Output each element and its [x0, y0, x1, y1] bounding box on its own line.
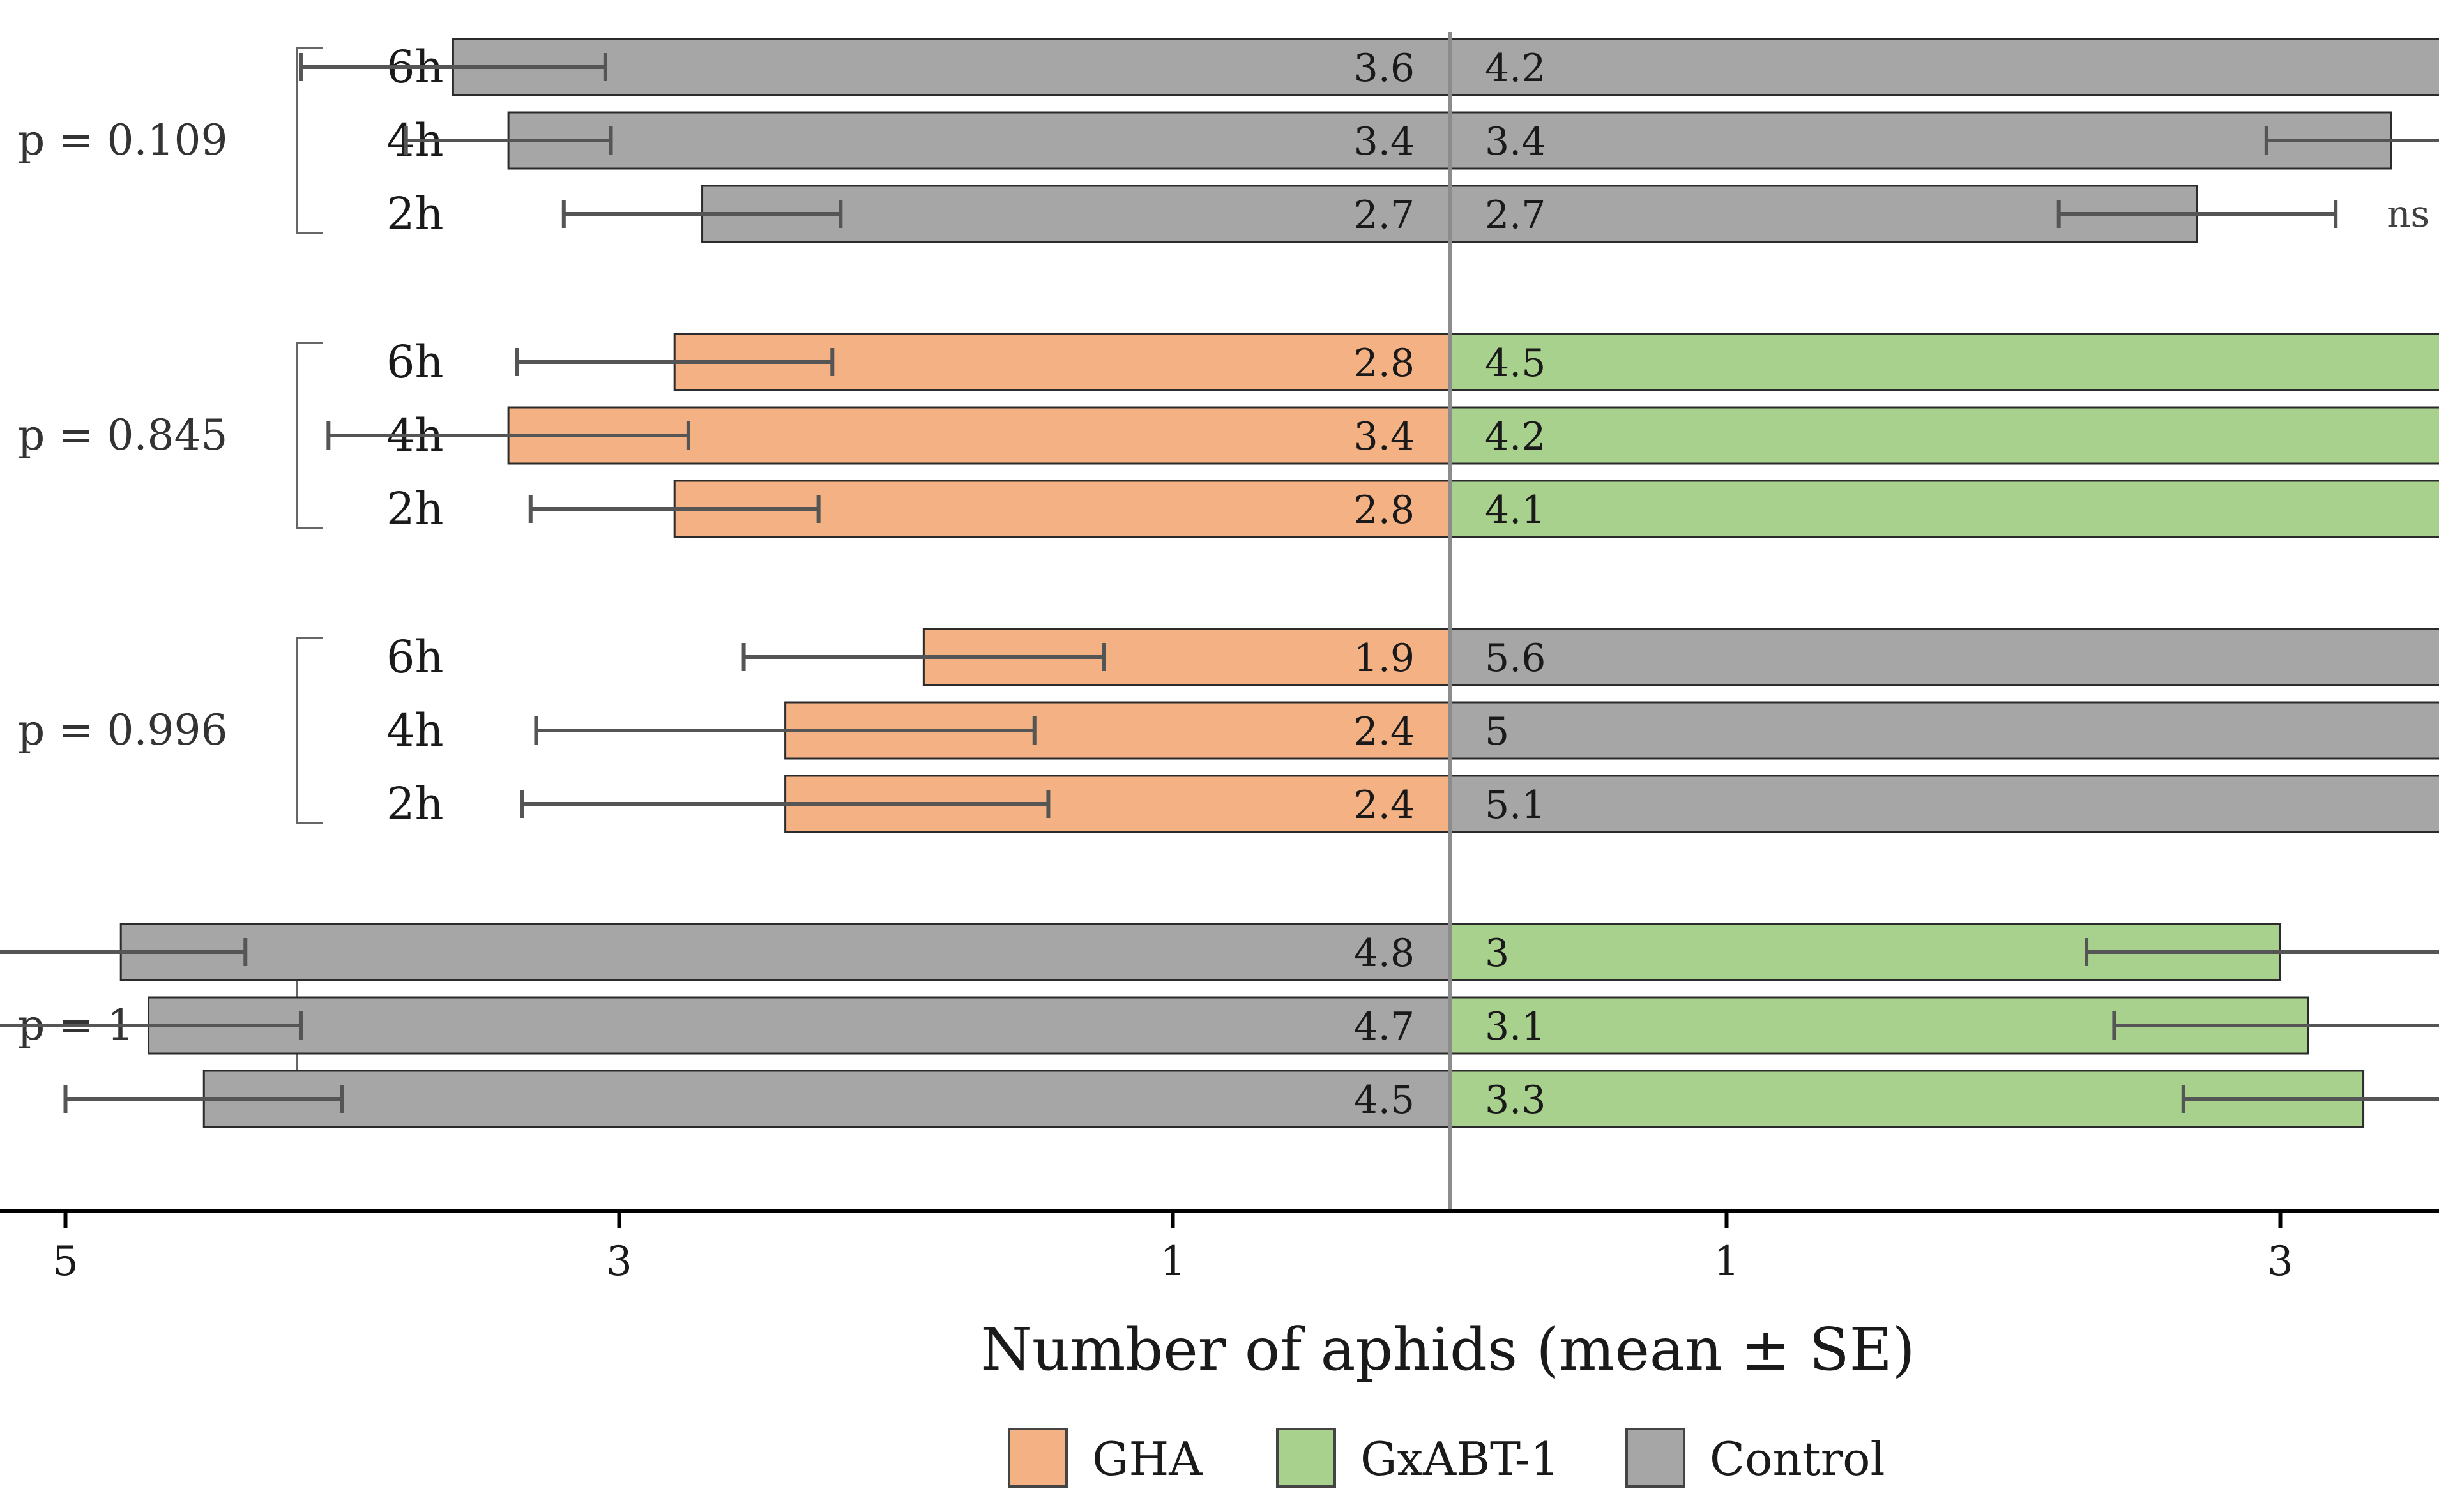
- comparison-groups: p = 0.1096h3.64.2ns4h3.43.4ns2h2.72.7nsp…: [0, 38, 2439, 1128]
- left-bar: [507, 111, 1451, 170]
- p-value-label: p = 0.109: [18, 116, 227, 165]
- left-value-label: 2.4: [1354, 783, 1415, 828]
- left-value-label: 2.8: [1354, 488, 1415, 533]
- x-axis-title: Number of aphids (mean ± SE): [980, 1315, 1915, 1384]
- right-value-label: 3.3: [1485, 1078, 1546, 1123]
- legend-item: GxABT-1: [1276, 1428, 1560, 1488]
- right-value-label: 3: [1485, 931, 1509, 976]
- x-tick-label: 1: [1160, 1238, 1186, 1285]
- right-bar: [1448, 480, 2439, 538]
- left-bar: [148, 996, 1451, 1055]
- bar-row: 4h4.73.1**: [0, 996, 2439, 1055]
- bar-row: 2h2.45.1***: [386, 775, 2439, 833]
- left-bar: [119, 923, 1451, 981]
- left-bar: [452, 38, 1451, 96]
- x-tick-label: 5: [52, 1238, 79, 1285]
- right-value-label: 4.2: [1485, 414, 1546, 459]
- legend-swatch: [1008, 1428, 1068, 1488]
- right-value-label: 5: [1485, 709, 1509, 754]
- bar-row: 2h4.53.3**: [63, 1070, 2439, 1128]
- significance-label: ns: [2387, 192, 2429, 236]
- x-tick-label: 3: [2267, 1238, 2293, 1285]
- right-value-label: 5.1: [1485, 783, 1546, 828]
- right-value-label: 4.2: [1485, 46, 1546, 91]
- right-value-label: 5.6: [1485, 636, 1546, 681]
- legend: GHA GxABT-1 Control: [1008, 1428, 1885, 1488]
- right-value-label: 4.5: [1485, 341, 1546, 386]
- right-bar: [1448, 38, 2439, 96]
- bar-row: 2h2.84.1**: [386, 480, 2439, 538]
- right-bar: [1448, 406, 2439, 465]
- bar-row: 6h4.83**: [0, 923, 2439, 981]
- left-value-label: 3.4: [1354, 414, 1415, 459]
- x-axis: 75311357: [0, 1209, 2439, 1285]
- group-4: p = 16h4.83**4h4.73.1**2h4.53.3**: [0, 923, 2439, 1128]
- right-bar: [1448, 111, 2392, 170]
- time-label: 6h: [386, 631, 444, 683]
- bar-row: 4h3.44.2**: [326, 406, 2439, 465]
- right-bar: [1448, 333, 2439, 391]
- left-value-label: 3.4: [1354, 119, 1415, 164]
- bar-row: 4h3.43.4ns: [386, 111, 2439, 170]
- x-tick-label: 3: [606, 1238, 632, 1285]
- time-label: 4h: [386, 704, 444, 757]
- bar-row: 6h1.95.6***: [386, 628, 2439, 686]
- legend-label: Control: [1710, 1432, 1885, 1486]
- p-value-label: p = 0.845: [18, 411, 227, 460]
- legend-item: GHA: [1008, 1428, 1203, 1488]
- legend-label: GxABT-1: [1360, 1432, 1560, 1486]
- right-bar: [1448, 628, 2439, 686]
- left-value-label: 2.7: [1354, 193, 1415, 238]
- time-label: 2h: [386, 778, 444, 830]
- x-tick-label: 1: [1713, 1238, 1740, 1285]
- bar-row: 2h 2.7 2.7 ns: [386, 185, 2429, 243]
- right-value-label: 2.7: [1485, 193, 1546, 238]
- group-bracket: [296, 342, 323, 529]
- right-value-label: 3.1: [1485, 1004, 1546, 1049]
- right-bar: [1448, 775, 2439, 833]
- left-value-label: 4.5: [1354, 1078, 1415, 1123]
- left-bar: [673, 333, 1451, 391]
- bar-row: 6h3.64.2ns: [298, 38, 2439, 96]
- legend-swatch: [1625, 1428, 1685, 1488]
- right-bar: [1448, 701, 2439, 760]
- p-value-label: p = 0.996: [18, 706, 227, 755]
- left-value-label: 1.9: [1354, 636, 1415, 681]
- legend-swatch: [1276, 1428, 1336, 1488]
- right-value-label: 3.4: [1485, 119, 1546, 164]
- time-label: 2h: [386, 188, 444, 240]
- legend-item: Control: [1625, 1428, 1885, 1488]
- time-label: 2h: [386, 483, 444, 535]
- left-value-label: 2.4: [1354, 709, 1415, 754]
- left-value-label: 2.8: [1354, 341, 1415, 386]
- time-label: 6h: [386, 336, 444, 388]
- bar-row: 4h2.45***: [386, 701, 2439, 760]
- left-value-label: 4.7: [1354, 1004, 1415, 1049]
- legend-label: GHA: [1092, 1432, 1203, 1486]
- group-bracket: [296, 47, 323, 234]
- left-value-label: 4.8: [1354, 931, 1415, 976]
- bar-row: 6h2.84.5**: [386, 333, 2439, 391]
- right-value-label: 4.1: [1485, 488, 1546, 533]
- left-value-label: 3.6: [1354, 46, 1415, 91]
- group-bracket: [296, 637, 323, 824]
- left-bar: [202, 1070, 1451, 1128]
